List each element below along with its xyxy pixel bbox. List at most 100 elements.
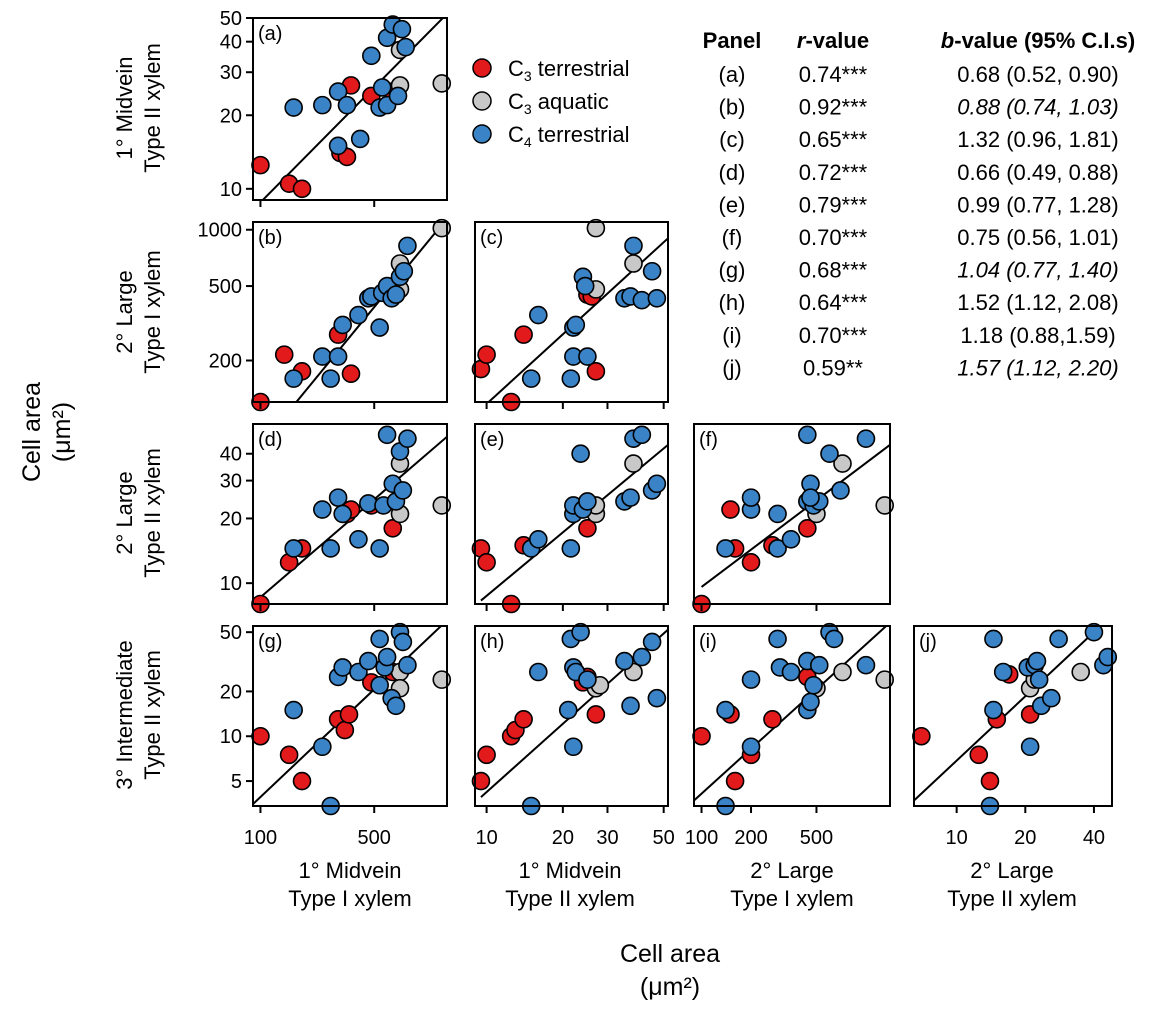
panel-frame [252, 423, 448, 605]
panel-label: (c) [480, 227, 503, 249]
global-y-axis-title: Cell area (μm²) [18, 382, 76, 482]
data-point-c4t [521, 369, 541, 388]
legend-item-c3-terrestrial: C3 terrestrial [472, 56, 629, 84]
data-point-c4t [321, 369, 340, 388]
data-point-c3t [721, 500, 740, 519]
legend-item-c3-aquatic: C3 aquatic [472, 89, 609, 117]
y-tick-label: 10 [220, 726, 242, 748]
col-label-1-line2: Type I xylem [288, 886, 411, 911]
data-point-c3t [692, 726, 711, 746]
data-point-c4t [284, 700, 303, 720]
row-label-1-line1: 1° Midvein [112, 57, 137, 160]
panel-frame [474, 625, 669, 807]
data-point-c3t [471, 771, 491, 791]
data-point-c4t [632, 425, 652, 445]
data-point-c4t [781, 529, 801, 549]
panel-frame [252, 221, 448, 403]
row-label-4-line1: 3° Intermediate [112, 640, 137, 789]
data-point-c4t [398, 429, 417, 448]
data-point-c4t [377, 425, 397, 445]
table-cell-panel: (j) [722, 355, 742, 380]
data-point-c4t [333, 504, 352, 524]
row-label-1-line2: Type II xylem [140, 43, 165, 173]
data-point-c4t [984, 629, 1003, 649]
data-point-c3t [251, 726, 270, 746]
data-point-c4t [392, 19, 412, 39]
data-point-c4t [313, 500, 332, 519]
data-point-c4t [809, 655, 829, 675]
data-point-c4t [333, 658, 352, 677]
x-tick-label: 200 [734, 827, 767, 849]
col-label-4-line1: 2° Large [970, 858, 1053, 883]
x-tick-label: 50 [653, 827, 675, 849]
data-point-c4t [831, 481, 850, 500]
table-cell-b-value: 1.57 (1.12, 2.20) [957, 355, 1118, 380]
regression-line [694, 626, 888, 802]
data-point-c3t [339, 705, 359, 724]
panel-frame [252, 625, 448, 807]
data-point-c4t [328, 82, 348, 101]
data-point-c4t [566, 315, 586, 335]
x-tick-label: 100 [244, 827, 277, 849]
data-point-c3a [833, 454, 852, 473]
x-tick-label: 40 [1083, 827, 1105, 849]
col-label-2-line2: Type II xylem [505, 886, 635, 911]
data-point-c4t [741, 737, 761, 757]
data-point-c4t [578, 492, 597, 511]
data-point-c4t [370, 318, 389, 337]
table-cell-panel: (b) [719, 95, 746, 120]
legend: C3 terrestrial C3 aquatic C4 terrestrial [472, 56, 629, 150]
data-point-c4t [394, 261, 414, 281]
data-point-c4t [632, 647, 652, 667]
y-tick-label: 30 [220, 471, 242, 493]
y-tick-label: 20 [220, 508, 242, 530]
table-cell-r-value: 0.59** [803, 355, 863, 380]
legend-marker-c4-terrestrial [472, 124, 492, 144]
table-rows: (a) 0.74*** 0.68 (0.52, 0.90) (b) 0.92*** 0.8… [719, 62, 1119, 380]
data-point-c3t [292, 771, 312, 791]
table-row: (g) 0.68*** 1.04 (0.77, 1.40) [719, 258, 1119, 283]
table-cell-panel: (e) [719, 192, 746, 217]
data-point-c4t [388, 86, 408, 106]
data-point-c4t [393, 481, 413, 500]
panel-i: (i) 100 200 500 [685, 622, 895, 849]
data-point-c3t [912, 726, 931, 746]
table-cell-r-value: 0.64*** [799, 290, 868, 315]
data-point-c4t [529, 662, 548, 682]
panel-frame [693, 625, 891, 807]
data-point-c3t [514, 325, 533, 344]
data-point-c4t [396, 37, 415, 57]
table-cell-r-value: 0.70*** [799, 323, 868, 348]
panel-b: (b) 200 500 1000 [198, 218, 452, 412]
y-tick-label: 10 [220, 179, 242, 201]
data-point-c4t [328, 488, 348, 507]
data-point-c3t [251, 155, 270, 175]
panel-label: (a) [258, 23, 282, 45]
table-row: (e) 0.79*** 0.99 (0.77, 1.28) [719, 192, 1119, 217]
data-point-c4t [377, 647, 397, 667]
legend-marker-c3-aquatic [472, 91, 492, 111]
table-cell-r-value: 0.70*** [799, 225, 868, 250]
legend-label-c4-terrestrial: C4 terrestrial [508, 122, 629, 150]
y-tick-label: 10 [220, 573, 242, 595]
data-point-c4t [284, 539, 303, 558]
data-point-c3a [875, 496, 895, 515]
x-tick-label: 20 [1014, 827, 1036, 849]
regression-line [295, 222, 446, 402]
data-point-c3t [383, 518, 403, 538]
table-cell-panel: (c) [719, 127, 745, 152]
data-point-c4t [781, 662, 801, 682]
data-point-c4t [370, 629, 389, 649]
data-point-c4t [768, 629, 787, 649]
table-header-panel: Panel [703, 28, 762, 53]
y-tick-label: 50 [220, 8, 242, 30]
table-cell-b-value: 1.52 (1.12, 2.08) [957, 290, 1118, 315]
data-point-c4t [398, 655, 417, 675]
data-point-c3t [980, 771, 1000, 791]
regression-line [914, 626, 1102, 802]
data-point-c4t [621, 696, 640, 716]
data-point-c3t [586, 362, 606, 381]
data-point-c4t [313, 737, 332, 757]
col-label-2-line1: 1° Midvein [519, 858, 622, 883]
